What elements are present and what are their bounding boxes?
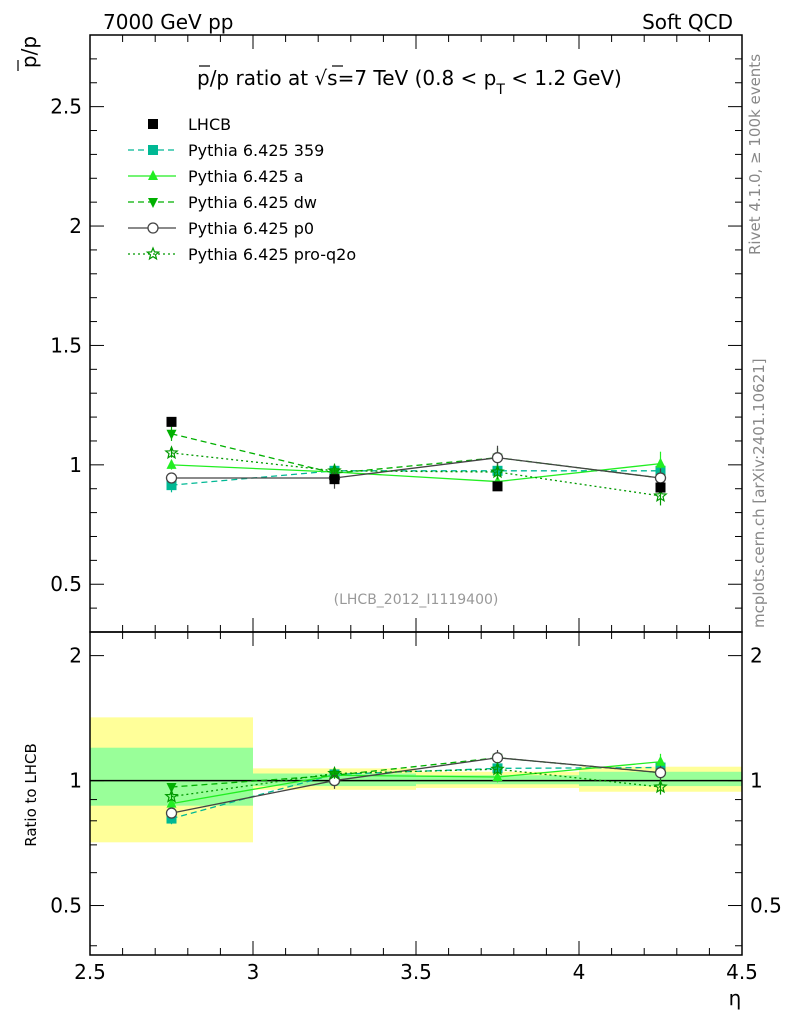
main-series bbox=[164, 416, 668, 506]
series-point-dw bbox=[166, 782, 177, 793]
ratio-y-tick-label-right: 0.5 bbox=[750, 894, 782, 918]
legend-label-q2o: Pythia 6.425 pro-q2o bbox=[188, 245, 356, 264]
series-point-q2o bbox=[490, 464, 505, 479]
legend-label-a: Pythia 6.425 a bbox=[188, 167, 304, 186]
series-point-a bbox=[166, 458, 177, 469]
x-axis-label: η bbox=[729, 986, 742, 1010]
series-line-a bbox=[171, 761, 661, 805]
series-point-q2o bbox=[327, 765, 342, 780]
title-sqrt: √ bbox=[314, 66, 327, 90]
ratio-panel: 0.5 0.5 1 1 2 2 2.5 3 3.5 4 4.5 Ratio to LHCB η bbox=[22, 631, 782, 1010]
series-point-p359 bbox=[166, 480, 177, 491]
data-point-lhcb bbox=[492, 481, 503, 492]
legend-marker-a bbox=[148, 170, 158, 180]
series-point-q2o bbox=[490, 761, 505, 776]
series-point-p0 bbox=[165, 472, 178, 484]
x-tick-label: 4.5 bbox=[726, 960, 758, 984]
main-y-tick-label: 2 bbox=[69, 214, 82, 238]
series-point-p0 bbox=[165, 807, 178, 819]
ratio-y-tick-label: 0.5 bbox=[50, 894, 82, 918]
legend-marker-dw bbox=[148, 198, 158, 208]
legend-marker-p359 bbox=[148, 145, 158, 155]
title-lead: p/p ratio at bbox=[197, 66, 314, 90]
series-point-a bbox=[655, 457, 666, 468]
data-point-lhcb bbox=[655, 482, 666, 493]
series-point-q2o bbox=[653, 779, 668, 794]
series-line-p0 bbox=[171, 457, 661, 479]
legend-label-lhcb: LHCB bbox=[188, 115, 231, 134]
series-line-q2o bbox=[171, 452, 661, 497]
series-point-q2o bbox=[653, 488, 668, 503]
x-tick-label: 3 bbox=[247, 960, 260, 984]
series-point-q2o bbox=[327, 463, 342, 478]
main-x-ticks bbox=[89, 35, 743, 632]
x-tick-label: 3.5 bbox=[400, 960, 432, 984]
ratio-y-ticks: 0.5 0.5 1 1 2 2 bbox=[50, 644, 782, 947]
series-point-a bbox=[655, 755, 666, 766]
x-tick-label: 2.5 bbox=[74, 960, 106, 984]
series-point-a bbox=[492, 771, 503, 782]
legend-marker-lhcb bbox=[148, 119, 158, 129]
series-point-q2o bbox=[164, 445, 179, 460]
main-y-tick-label: 2.5 bbox=[50, 95, 82, 119]
main-panel: 0.5 1 1.5 2 2.5 p/p p/p ratio at √s=7 TeV (0… bbox=[17, 34, 743, 633]
legend-marker-p0 bbox=[147, 222, 159, 234]
series-point-p0 bbox=[491, 452, 504, 464]
series-line-a bbox=[171, 462, 661, 483]
legend-label-dw: Pythia 6.425 dw bbox=[188, 193, 317, 212]
ratio-series bbox=[164, 749, 668, 825]
ratio-y-label: Ratio to LHCB bbox=[22, 743, 40, 847]
legend-label-p0: Pythia 6.425 p0 bbox=[188, 219, 314, 238]
ratio-y-tick-label: 2 bbox=[69, 644, 82, 668]
series-point-p0 bbox=[654, 766, 667, 779]
legend: LHCB Pythia 6.425 359 Pythia 6.425 a Pythia… bbox=[128, 115, 356, 264]
ratio-y-tick-label: 1 bbox=[69, 769, 82, 793]
title-s: s=7 TeV (0.8 < p bbox=[327, 66, 496, 90]
series-point-dw bbox=[166, 429, 177, 440]
main-title: p/p ratio at √s=7 TeV (0.8 < pT < 1.2 Ge… bbox=[197, 66, 622, 98]
series-line-q2o bbox=[171, 768, 661, 798]
rivet-label: Rivet 4.1.0, ≥ 100k events bbox=[746, 54, 764, 255]
ratio-y-tick-label-right: 2 bbox=[750, 644, 763, 668]
ratio-x-ticks: 2.5 3 3.5 4 4.5 bbox=[74, 632, 758, 984]
main-y-tick-label: 1 bbox=[69, 453, 82, 477]
series-point-a bbox=[166, 797, 177, 808]
main-y-tick-label: 1.5 bbox=[50, 333, 82, 357]
header-left: 7000 GeV pp bbox=[103, 10, 234, 34]
legend-marker-q2o bbox=[145, 246, 161, 261]
header-right: Soft QCD bbox=[642, 10, 733, 34]
series-line-dw bbox=[171, 757, 661, 788]
title-tail: < 1.2 GeV) bbox=[505, 66, 622, 90]
x-tick-label: 4 bbox=[573, 960, 586, 984]
series-line-p0 bbox=[171, 757, 661, 814]
main-y-tick-label: 0.5 bbox=[50, 572, 82, 596]
series-point-p0 bbox=[654, 472, 667, 484]
series-point-p0 bbox=[491, 752, 504, 764]
analysis-watermark: (LHCB_2012_I1119400) bbox=[334, 592, 499, 608]
data-point-lhcb bbox=[329, 474, 340, 485]
data-point-lhcb bbox=[166, 416, 177, 427]
title-sub: T bbox=[495, 82, 505, 98]
ratio-y-tick-label-right: 1 bbox=[750, 769, 763, 793]
legend-label-p359: Pythia 6.425 359 bbox=[188, 141, 324, 160]
main-y-label: p/p bbox=[17, 36, 41, 68]
series-point-q2o bbox=[164, 788, 179, 803]
main-y-ticks: 0.5 1 1.5 2 2.5 bbox=[50, 34, 742, 633]
mcplots-label: mcplots.cern.ch [arXiv:2401.10621] bbox=[750, 358, 768, 628]
